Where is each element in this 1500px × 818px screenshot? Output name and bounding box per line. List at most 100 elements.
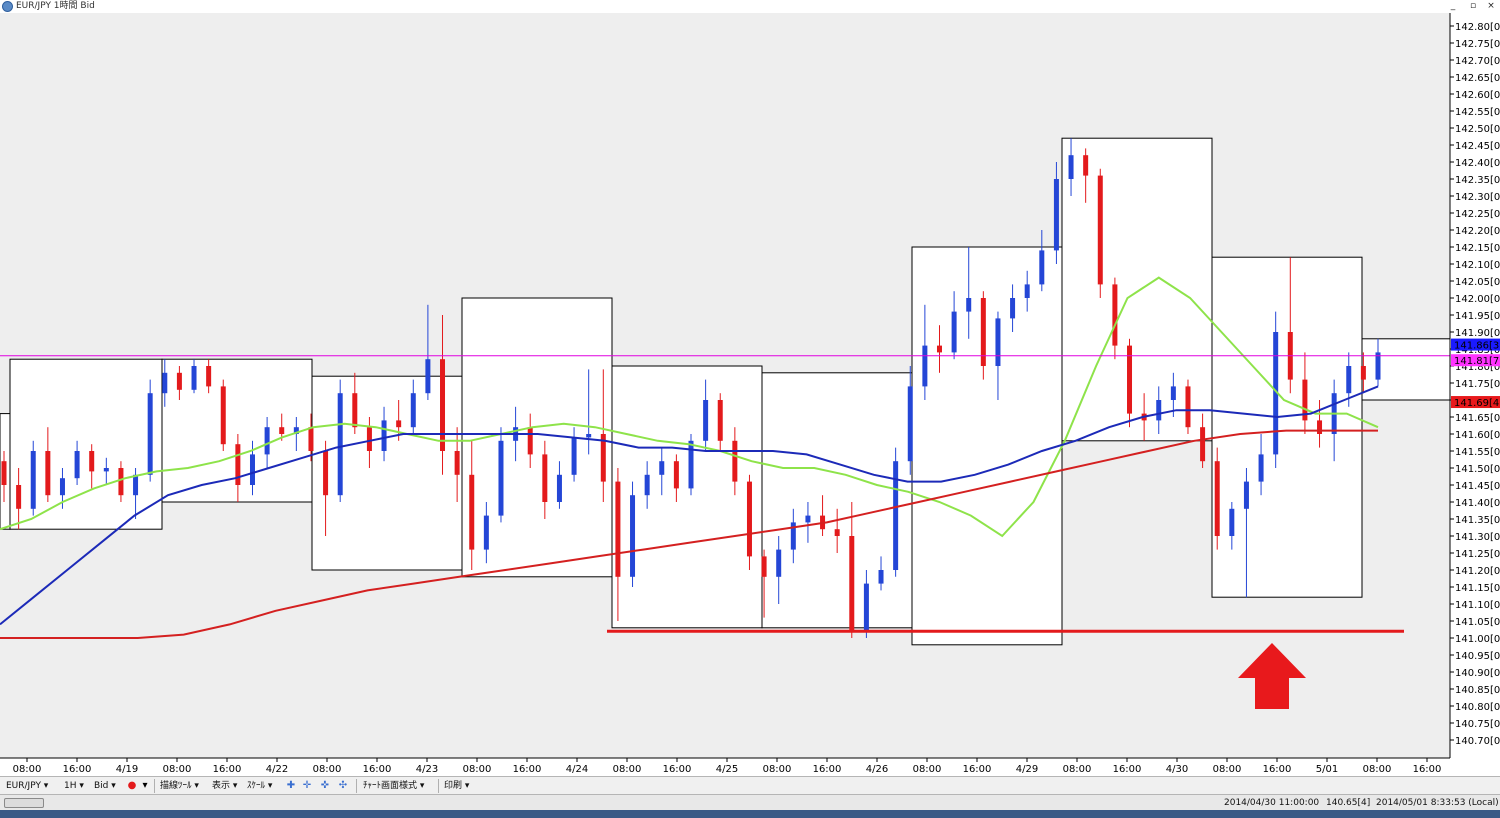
up-arrow-icon — [1238, 643, 1306, 709]
candle-body-bull — [147, 393, 153, 475]
price-tick-label: 142.25[0] — [1455, 209, 1500, 220]
candle-body-bear — [235, 444, 241, 485]
price-tick-label: 141.35[0] — [1455, 515, 1500, 526]
candle-body-bull — [498, 440, 504, 516]
price-axis[interactable]: 142.80[0] 142.75[0] 142.70[0] 142.65[0] 142.… — [1450, 22, 1500, 747]
price-tick-label: 142.40[0] — [1455, 158, 1500, 169]
candle-body-bear — [673, 461, 679, 489]
candle-body-bull — [133, 474, 139, 496]
candle-body-bear — [1112, 284, 1118, 346]
candle-body-bull — [790, 522, 796, 550]
price-tick-label: 141.80[0] — [1455, 362, 1500, 373]
scale-dropdown[interactable]: ｽｹｰﾙ ▾ — [247, 781, 273, 791]
scroll-handle[interactable] — [4, 798, 44, 808]
candle-body-bear — [746, 481, 752, 557]
symbol-dropdown[interactable]: EUR/JPY ▾ — [6, 781, 49, 791]
candle-body-bear — [1, 461, 7, 485]
candle-body-bull — [878, 570, 884, 584]
candle-body-bull — [1024, 284, 1030, 298]
time-tick-label: 08:00 — [313, 764, 342, 775]
time-tick-label: 08:00 — [463, 764, 492, 775]
time-tick-label: 16:00 — [1263, 764, 1292, 775]
print-dropdown[interactable]: 印刷 ▾ — [444, 781, 470, 791]
chart-toolbar: EUR/JPY ▾ 1H ▾ Bid ▾ ● ▾ 描線ﾂｰﾙ ▾ 表示 ▾ ｽｹ… — [0, 776, 1500, 794]
candle-body-bull — [951, 311, 957, 353]
candle-body-bull — [995, 318, 1001, 366]
candle-body-bear — [1214, 461, 1220, 536]
time-axis-background — [0, 758, 1450, 776]
daily-range-box — [311, 375, 463, 571]
zoom-in-icon[interactable]: ✚ — [286, 780, 296, 791]
price-tick-label: 140.75[0] — [1455, 719, 1500, 730]
time-tick-label: 16:00 — [963, 764, 992, 775]
timeframe-dropdown[interactable]: 1H ▾ — [64, 781, 84, 791]
candle-body-bear — [366, 427, 372, 451]
time-tick-label: 4/25 — [716, 764, 738, 775]
candle-body-bull — [410, 393, 416, 428]
candle-body-bear — [396, 420, 402, 428]
zoom-out-icon[interactable]: ✛ — [302, 780, 312, 791]
price-tick-label: 141.15[0] — [1455, 583, 1500, 594]
time-tick-label: 16:00 — [813, 764, 842, 775]
time-tick-label: 08:00 — [13, 764, 42, 775]
candle-body-bear — [220, 386, 226, 445]
price-tick-label: 142.50[0] — [1455, 124, 1500, 135]
candle-body-bull — [1243, 481, 1249, 509]
daily-range-box — [911, 246, 1063, 646]
candle-body-bear — [615, 481, 621, 577]
price-chart[interactable]: 142.80[0] 142.75[0] 142.70[0] 142.65[0] 142.… — [0, 13, 1500, 776]
candle-body-bear — [1083, 155, 1089, 176]
candle-body-bear — [118, 468, 124, 496]
candle-body-bull — [1273, 332, 1279, 455]
moving-average-line — [0, 276, 1379, 538]
color-picker-icon[interactable]: ● — [127, 780, 137, 791]
price-tick-label: 142.05[0] — [1455, 277, 1500, 288]
price-marker-badge — [1451, 354, 1500, 367]
chart-style-dropdown[interactable]: ﾁｬｰﾄ画面様式 ▾ — [363, 781, 425, 791]
price-tick-label: 142.75[0] — [1455, 39, 1500, 50]
candle-body-bull — [162, 372, 168, 394]
price-tick-label: 142.55[0] — [1455, 107, 1500, 118]
candle-body-bull — [191, 366, 197, 390]
time-axis[interactable]: 08:00 16:00 4/19 08:00 16:00 4/22 08:00 16:00 4/… — [13, 758, 1442, 775]
price-tick-label: 142.65[0] — [1455, 73, 1500, 84]
candle-body-bull — [644, 474, 650, 496]
chevron-down-icon[interactable]: ▾ — [142, 780, 148, 791]
moving-average-line — [0, 385, 1379, 626]
candles — [1, 138, 1381, 638]
candle-body-bull — [922, 345, 928, 387]
candle-body-bear — [1185, 386, 1191, 428]
candle-body-bull — [1039, 250, 1045, 285]
price-marker-badge — [1451, 338, 1500, 351]
price-axis-background — [1450, 13, 1500, 758]
candle-body-bear — [1317, 420, 1323, 434]
time-tick-label: 5/01 — [1316, 764, 1338, 775]
candle-body-bull — [1068, 155, 1074, 179]
candle-body-bear — [600, 434, 606, 482]
toolbar-divider — [356, 779, 357, 793]
candle-body-bear — [469, 474, 475, 550]
candle-body-bull — [74, 451, 80, 479]
price-tick-label: 142.45[0] — [1455, 141, 1500, 152]
candle-body-bull — [1053, 179, 1059, 251]
time-tick-label: 08:00 — [763, 764, 792, 775]
price-marker-badge — [1451, 396, 1500, 409]
candle-body-bull — [630, 495, 636, 577]
display-dropdown[interactable]: 表示 ▾ — [212, 781, 238, 791]
daily-range-box — [761, 372, 913, 629]
close-button[interactable]: × — [1487, 1, 1495, 11]
price-tick-label: 141.45[0] — [1455, 481, 1500, 492]
price-tick-label: 141.65[0] — [1455, 413, 1500, 424]
candle-body-bull — [805, 515, 811, 523]
annotation-arrow — [1238, 643, 1306, 709]
price-type-dropdown[interactable]: Bid ▾ — [94, 781, 116, 791]
candle-body-bear — [1360, 366, 1366, 380]
candle-body-bull — [1010, 298, 1016, 319]
crosshair-icon[interactable]: ✜ — [320, 780, 330, 791]
fit-icon[interactable]: ✣ — [338, 780, 348, 791]
minimize-button[interactable]: _ — [1450, 1, 1456, 11]
time-tick-label: 08:00 — [1063, 764, 1092, 775]
restore-button[interactable]: ▫ — [1469, 1, 1477, 11]
draw-tools-dropdown[interactable]: 描線ﾂｰﾙ ▾ — [160, 781, 199, 791]
candle-body-bull — [571, 437, 577, 475]
